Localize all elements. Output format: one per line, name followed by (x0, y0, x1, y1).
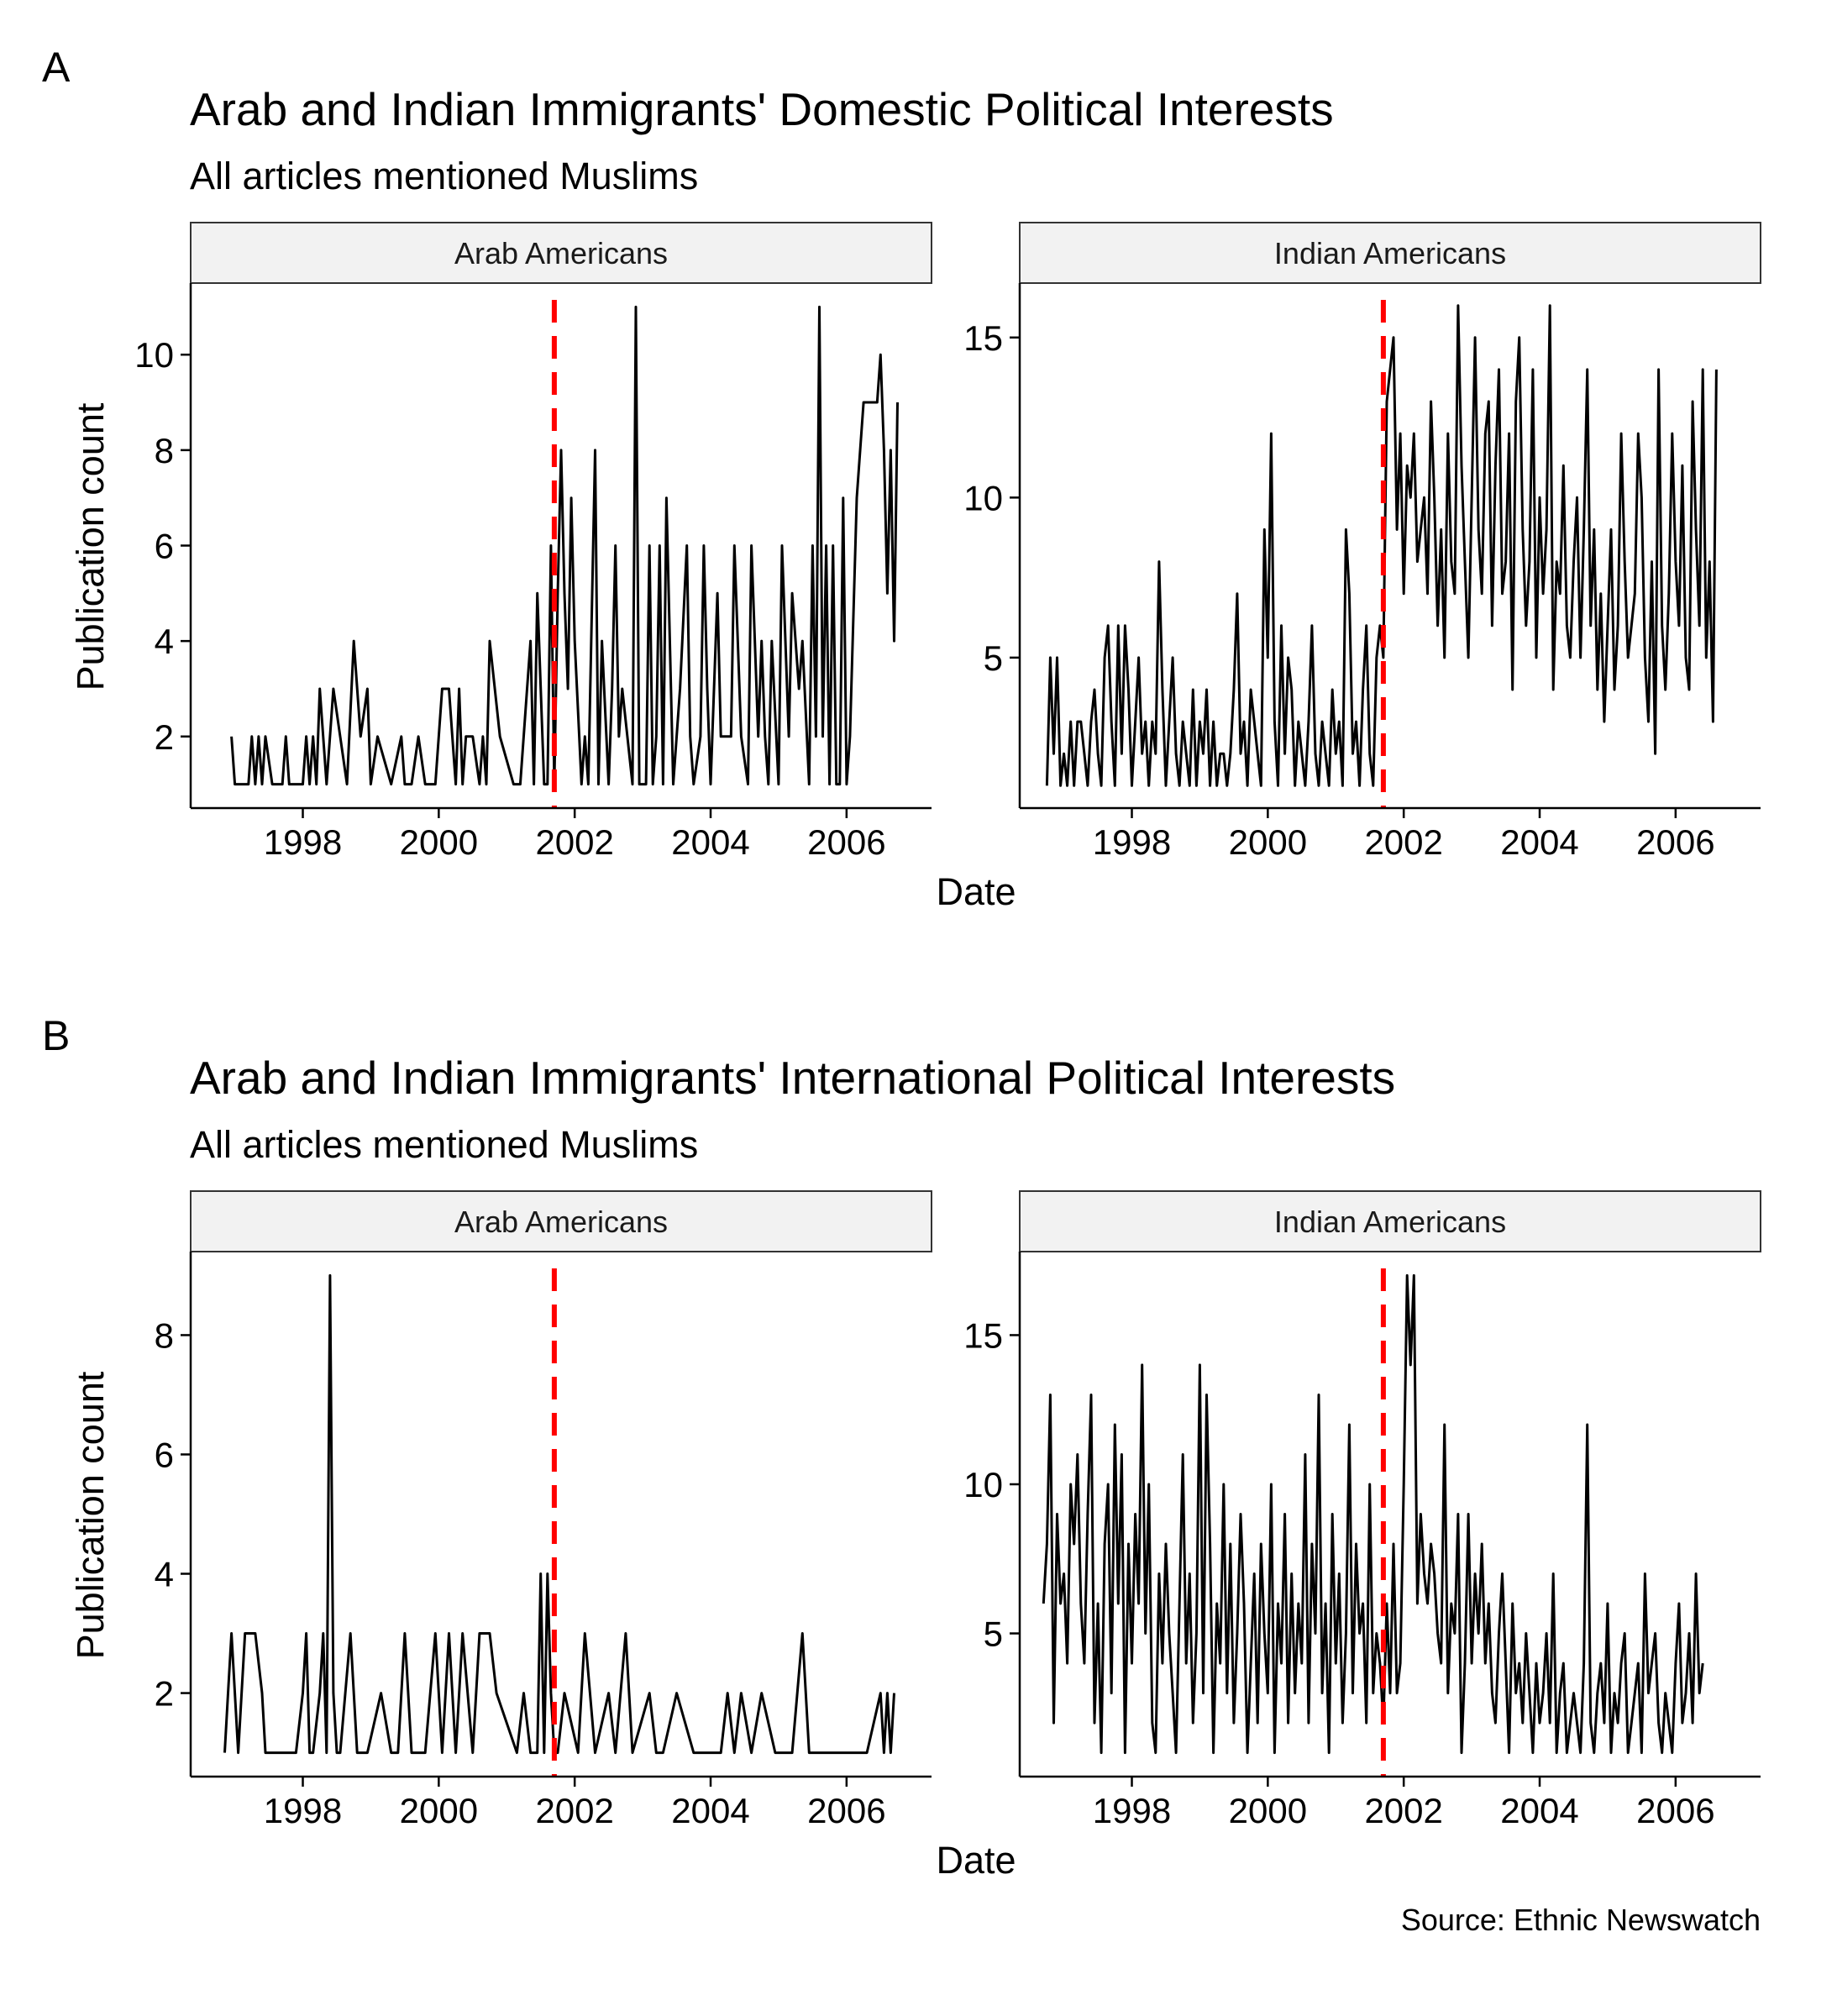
y-tick-label: 15 (963, 318, 1003, 358)
figure-b-title: Arab and Indian Immigrants' Internationa… (190, 1052, 1395, 1104)
y-tick-label: 10 (134, 335, 174, 375)
y-tick-label: 2 (155, 1674, 174, 1714)
facet-strip-label: Indian Americans (1274, 1205, 1506, 1239)
series-line (1042, 1273, 1704, 1755)
facet-strip (190, 1190, 932, 1252)
y-tick-label: 10 (963, 1465, 1003, 1504)
figure-b-y-axis-title: Publication count (69, 1371, 112, 1659)
figure-b: B Arab and Indian Immigrants' Internatio… (42, 1012, 1761, 1882)
figure-a: A Arab and Indian Immigrants' Domestic P… (42, 44, 1761, 913)
x-tick-label: 2006 (1636, 1791, 1714, 1830)
plot-area: 1998 2000 2002 2004 2006 5 10 15 (963, 1252, 1761, 1830)
series-line (230, 305, 899, 786)
x-tick-label: 2000 (400, 822, 478, 862)
x-tick-label: 2000 (1229, 822, 1307, 862)
figure-a-tag: A (42, 44, 71, 91)
y-tick-label: 15 (963, 1315, 1003, 1355)
figure-a-panel-arab: Arab Americans 1998 2000 2002 2004 200624681… (134, 222, 932, 862)
figure-b-tag: B (42, 1012, 70, 1059)
x-tick-label: 2004 (1500, 1791, 1578, 1830)
x-tick-label: 2002 (1364, 822, 1442, 862)
figure-b-panel-arab: Arab Americans 1998 2000 2002 2004 2006 2 4 6 8 (155, 1190, 932, 1830)
y-tick-label: 2 (155, 717, 174, 757)
x-tick-label: 1998 (264, 822, 342, 862)
source-caption: Source: Ethnic Newswatch (1401, 1903, 1761, 1937)
x-tick-label: 2004 (671, 1791, 749, 1830)
figure-b-panel-indian: Indian Americans 1998 2000 2002 2004 2006 5 10… (963, 1190, 1761, 1830)
facet-strip-label: Indian Americans (1274, 236, 1506, 270)
y-tick-label: 5 (984, 1614, 1003, 1654)
x-tick-label: 2004 (671, 822, 749, 862)
facet-strip (190, 222, 932, 284)
y-tick-label: 6 (155, 1435, 174, 1474)
y-tick-label: 6 (155, 527, 174, 566)
x-tick-label: 2002 (535, 822, 613, 862)
facet-strip (1019, 222, 1761, 284)
y-tick-label: 4 (155, 1555, 174, 1594)
facet-strip-label: Arab Americans (454, 1205, 668, 1239)
x-tick-label: 2006 (807, 822, 885, 862)
plot-area: 1998 2000 2002 2004 2006 2 4 6 8 10 (134, 283, 932, 862)
x-tick-label: 2006 (807, 1791, 885, 1830)
figure-a-y-axis-title: Publication count (69, 402, 112, 690)
figure-a-panel-indian: Indian Americans 1998 2000 2002 2004 2006 5 10… (963, 222, 1761, 862)
y-tick-label: 8 (155, 431, 174, 470)
figure-b-subtitle: All articles mentioned Muslims (190, 1123, 698, 1166)
x-tick-label: 2000 (400, 1791, 478, 1830)
figure-b-x-axis-title: Date (936, 1839, 1016, 1882)
x-tick-label: 2002 (535, 1791, 613, 1830)
plot-area: 1998 2000 2002 2004 2006 2 4 6 8 (155, 1252, 932, 1830)
series-line (223, 1273, 895, 1755)
x-tick-label: 2002 (1364, 1791, 1442, 1830)
facet-strip-label: Arab Americans (454, 236, 668, 270)
facet-strip (1019, 1190, 1761, 1252)
figure-a-title: Arab and Indian Immigrants' Domestic Pol… (190, 83, 1334, 135)
y-tick-label: 5 (984, 638, 1003, 678)
plot-area: 1998 2000 2002 2004 2006 5 10 15 (963, 283, 1761, 862)
x-tick-label: 1998 (1093, 1791, 1171, 1830)
x-tick-label: 1998 (264, 1791, 342, 1830)
figure-a-x-axis-title: Date (936, 870, 1016, 913)
y-tick-label: 4 (155, 622, 174, 661)
x-tick-label: 2000 (1229, 1791, 1307, 1830)
figure-a-subtitle: All articles mentioned Muslims (190, 155, 698, 197)
x-tick-label: 1998 (1093, 822, 1171, 862)
x-tick-label: 2004 (1500, 822, 1578, 862)
x-tick-label: 2006 (1636, 822, 1714, 862)
y-tick-label: 8 (155, 1315, 174, 1355)
y-tick-label: 10 (963, 478, 1003, 517)
